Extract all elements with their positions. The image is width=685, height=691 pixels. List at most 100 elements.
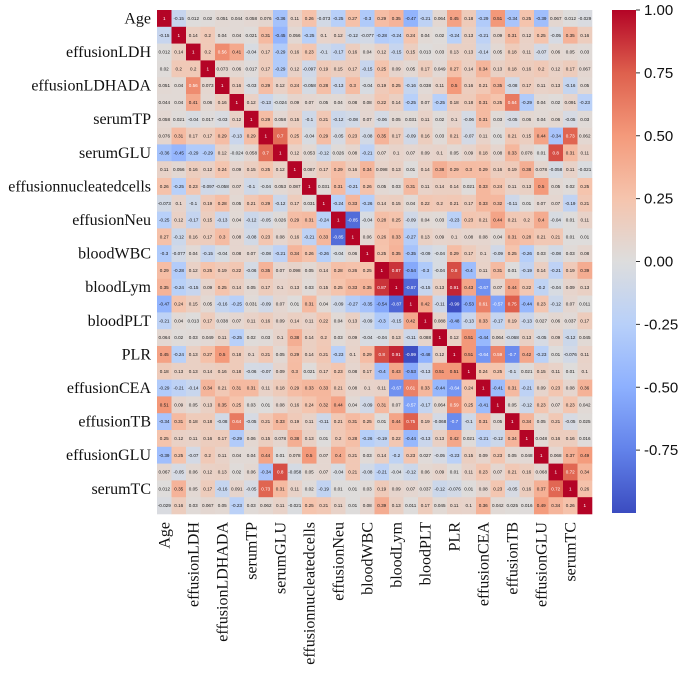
heatmap-cell	[244, 245, 259, 263]
heatmap-cell	[519, 262, 535, 280]
cell-value-label: 0.25	[392, 83, 401, 88]
heatmap-cell	[374, 211, 390, 229]
heatmap-cell	[331, 262, 346, 280]
heatmap-cell	[316, 329, 332, 347]
heatmap-cell	[316, 194, 332, 212]
cell-value-label: 0.06	[421, 470, 430, 475]
heatmap-cell	[374, 262, 390, 280]
heatmap-cell	[519, 127, 535, 145]
heatmap-cell	[432, 194, 448, 212]
heatmap-cell	[432, 362, 448, 380]
heatmap-cell	[345, 194, 361, 212]
heatmap-cell	[476, 43, 491, 61]
cell-value-label: 0.091	[231, 486, 243, 491]
heatmap-cell	[258, 228, 274, 246]
heatmap-cell	[432, 379, 448, 397]
cell-value-label: 0.14	[232, 285, 241, 290]
heatmap-cell	[200, 362, 216, 380]
cell-value-label: 0.31	[174, 134, 183, 139]
cell-value-label: 0.05	[493, 50, 502, 55]
heatmap-cell	[476, 295, 491, 313]
cell-value-label: 0.2	[437, 201, 444, 206]
cell-value-label: 0.64	[232, 419, 241, 424]
heatmap-cell	[287, 396, 303, 414]
cell-value-label: 0.33	[319, 234, 328, 239]
heatmap-cell	[331, 480, 346, 498]
cell-value-label: 0.3	[350, 83, 357, 88]
heatmap-cell	[157, 60, 172, 78]
heatmap-cell	[186, 211, 201, 229]
cell-value-label: -0.23	[449, 453, 460, 458]
heatmap-cell	[316, 26, 332, 44]
heatmap-cell	[548, 413, 564, 431]
cell-value-label: 0.021	[521, 369, 533, 374]
cell-value-label: -0.04	[362, 335, 373, 340]
heatmap-cell	[229, 194, 245, 212]
heatmap-cell	[490, 262, 506, 280]
heatmap-cell	[302, 245, 317, 263]
heatmap-cell	[490, 10, 506, 28]
heatmap-cell	[200, 262, 216, 280]
heatmap-cell	[331, 396, 346, 414]
heatmap-cell	[171, 413, 187, 431]
cell-value-label: 0.12	[450, 335, 459, 340]
heatmap-cell	[476, 346, 491, 364]
cell-value-label: -0.15	[203, 251, 214, 256]
heatmap-cell	[476, 278, 491, 296]
cell-value-label: 0.067	[579, 66, 591, 71]
heatmap-cell	[345, 329, 361, 347]
heatmap-cell	[258, 430, 274, 448]
heatmap-cell	[171, 480, 187, 498]
heatmap-cell	[316, 245, 332, 263]
cell-value-label: -0.05	[507, 117, 518, 122]
heatmap-cell	[505, 396, 520, 414]
cell-value-label: 0.16	[290, 402, 299, 407]
cell-value-label: 0.04	[537, 100, 546, 105]
cell-value-label: -0.09	[493, 251, 504, 256]
heatmap-cell	[577, 127, 593, 145]
cell-value-label: 0.02	[160, 66, 169, 71]
cell-value-label: -0.26	[319, 251, 330, 256]
heatmap-cell	[548, 43, 564, 61]
cell-value-label: 0.013	[420, 50, 432, 55]
cell-value-label: 0.068	[536, 470, 548, 475]
heatmap-cell	[345, 60, 361, 78]
cell-value-label: 0.21	[218, 386, 227, 391]
heatmap-cell	[345, 262, 361, 280]
cell-value-label: 0.21	[261, 419, 270, 424]
heatmap-cell	[519, 178, 535, 196]
cell-value-label: 0.2	[205, 50, 212, 55]
cell-value-label: 0.17	[522, 83, 531, 88]
cell-value-label: 0.15	[247, 167, 256, 172]
heatmap-cell	[258, 43, 274, 61]
cell-value-label: 0.11	[522, 50, 531, 55]
heatmap-cell	[229, 60, 245, 78]
cell-value-label: 0.18	[232, 369, 241, 374]
cell-value-label: 0.36	[479, 503, 488, 508]
heatmap-cell	[534, 379, 549, 397]
heatmap-cell	[490, 60, 506, 78]
y-tick-label: Age	[124, 10, 151, 27]
heatmap-cell	[273, 346, 288, 364]
heatmap-cell	[447, 211, 462, 229]
cell-value-label: 0.16	[566, 436, 575, 441]
cell-value-label: 0.031	[304, 201, 316, 206]
cell-value-label: 0.35	[392, 251, 401, 256]
cell-value-label: 0.19	[377, 83, 386, 88]
cell-value-label: 0.05	[537, 419, 546, 424]
heatmap-cell	[229, 480, 245, 498]
heatmap-cell	[548, 144, 564, 162]
heatmap-cell	[302, 94, 317, 112]
cell-value-label: 0.44	[508, 285, 517, 290]
cell-value-label: 0.22	[421, 201, 430, 206]
cell-value-label: -0.7	[450, 419, 458, 424]
heatmap-cell	[432, 396, 448, 414]
cell-value-label: -0.09	[406, 218, 417, 223]
cell-value-label: -0.27	[406, 234, 417, 239]
cell-value-label: 0.18	[464, 100, 473, 105]
heatmap-cell	[157, 480, 172, 498]
cell-value-label: -0.14	[188, 386, 199, 391]
cell-value-label: 0.01	[566, 369, 575, 374]
cell-value-label: 0.16	[218, 100, 227, 105]
heatmap-cell	[273, 10, 288, 28]
